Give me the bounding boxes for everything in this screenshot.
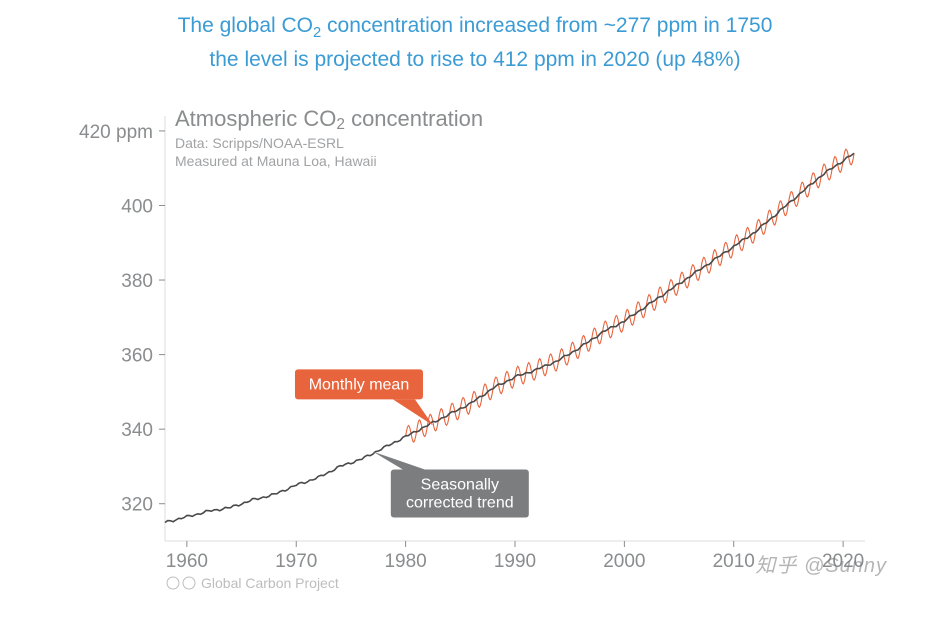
xtick-2020: 2020 xyxy=(822,551,864,572)
co2-chart: 320 340 360 380 400 420 ppm 1960 1970 1980 1990 20… xyxy=(45,86,905,606)
monthly-callout-pointer xyxy=(393,399,433,425)
ytick-360: 360 xyxy=(121,345,153,366)
header-line-1b: concentration increased from ~277 ppm in… xyxy=(321,14,772,37)
ytick-340: 340 xyxy=(121,420,153,441)
header-line-1: The global CO2 concentration increased f… xyxy=(0,10,950,44)
monthly-callout-label: Monthly mean xyxy=(309,376,410,393)
xtick-1970: 1970 xyxy=(275,551,317,572)
chart-container: 320 340 360 380 400 420 ppm 1960 1970 1980 1990 20… xyxy=(45,86,905,606)
chart-footer: Global Carbon Project xyxy=(201,575,339,591)
xtick-1960: 1960 xyxy=(166,551,208,572)
ytick-400: 400 xyxy=(121,196,153,217)
xtick-1990: 1990 xyxy=(494,551,536,572)
chart-source-2: Measured at Mauna Loa, Hawaii xyxy=(175,153,377,169)
page-header: The global CO2 concentration increased f… xyxy=(0,0,950,76)
trend-line xyxy=(165,153,854,522)
ytick-380: 380 xyxy=(121,271,153,292)
header-line-2: the level is projected to rise to 412 pp… xyxy=(0,44,950,76)
xtick-2000: 2000 xyxy=(603,551,645,572)
xtick-1980: 1980 xyxy=(384,551,426,572)
header-line-1-sub: 2 xyxy=(313,25,321,41)
trend-callout-label-2: corrected trend xyxy=(406,494,514,511)
xtick-2010: 2010 xyxy=(713,551,755,572)
cc-icon xyxy=(167,577,179,589)
monthly-mean-line xyxy=(406,149,854,442)
header-line-1a: The global CO xyxy=(178,14,313,37)
cc-by-icon xyxy=(183,577,195,589)
chart-source-1: Data: Scripps/NOAA-ESRL xyxy=(175,135,344,151)
trend-callout-pointer xyxy=(373,451,425,469)
chart-title: Atmospheric CO2 concentration xyxy=(175,106,483,133)
ytick-320: 320 xyxy=(121,494,153,515)
ytick-420: 420 ppm xyxy=(79,122,153,143)
trend-callout-label-1: Seasonally xyxy=(421,476,499,493)
